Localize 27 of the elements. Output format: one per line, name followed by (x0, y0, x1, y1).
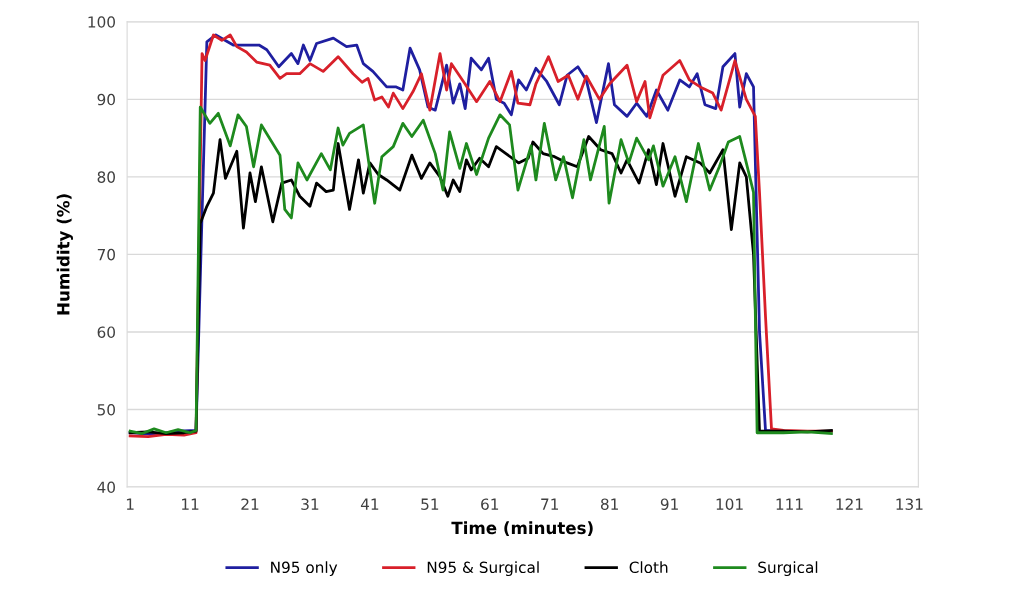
y-tick-label: 50 (97, 403, 115, 416)
x-tick-label: 91 (660, 498, 678, 510)
y-tick-label: 80 (97, 171, 115, 183)
x-tick-label: 61 (481, 498, 499, 510)
x-tick-label: 11 (182, 498, 199, 510)
legend-label: N95 & Surgical (427, 561, 539, 577)
x-tick-label: 71 (541, 498, 559, 510)
x-tick-label: 21 (241, 498, 259, 510)
y-axis-title: Humidity (%) (56, 194, 73, 315)
y-tick-label: 60 (97, 326, 115, 338)
x-tick-label: 31 (301, 498, 319, 510)
legend-label: N95 only (271, 561, 338, 577)
x-tick-label: 51 (421, 498, 439, 510)
y-tick-label: 100 (88, 16, 115, 28)
y-tick-label: 90 (97, 93, 115, 106)
x-tick-label: 1 (126, 498, 134, 510)
x-tick-label: 41 (360, 498, 379, 510)
x-tick-label: 101 (716, 498, 743, 510)
legend-label: Surgical (758, 561, 818, 577)
legend-label: Cloth (629, 561, 668, 574)
x-tick-label: 131 (896, 498, 923, 510)
x-tick-label: 111 (776, 498, 803, 510)
y-tick-label: 70 (97, 248, 115, 261)
x-tick-label: 121 (836, 498, 863, 510)
y-tick-label: 40 (97, 481, 115, 494)
x-tick-label: 81 (600, 498, 618, 510)
x-axis-title: Time (minutes) (451, 521, 593, 537)
